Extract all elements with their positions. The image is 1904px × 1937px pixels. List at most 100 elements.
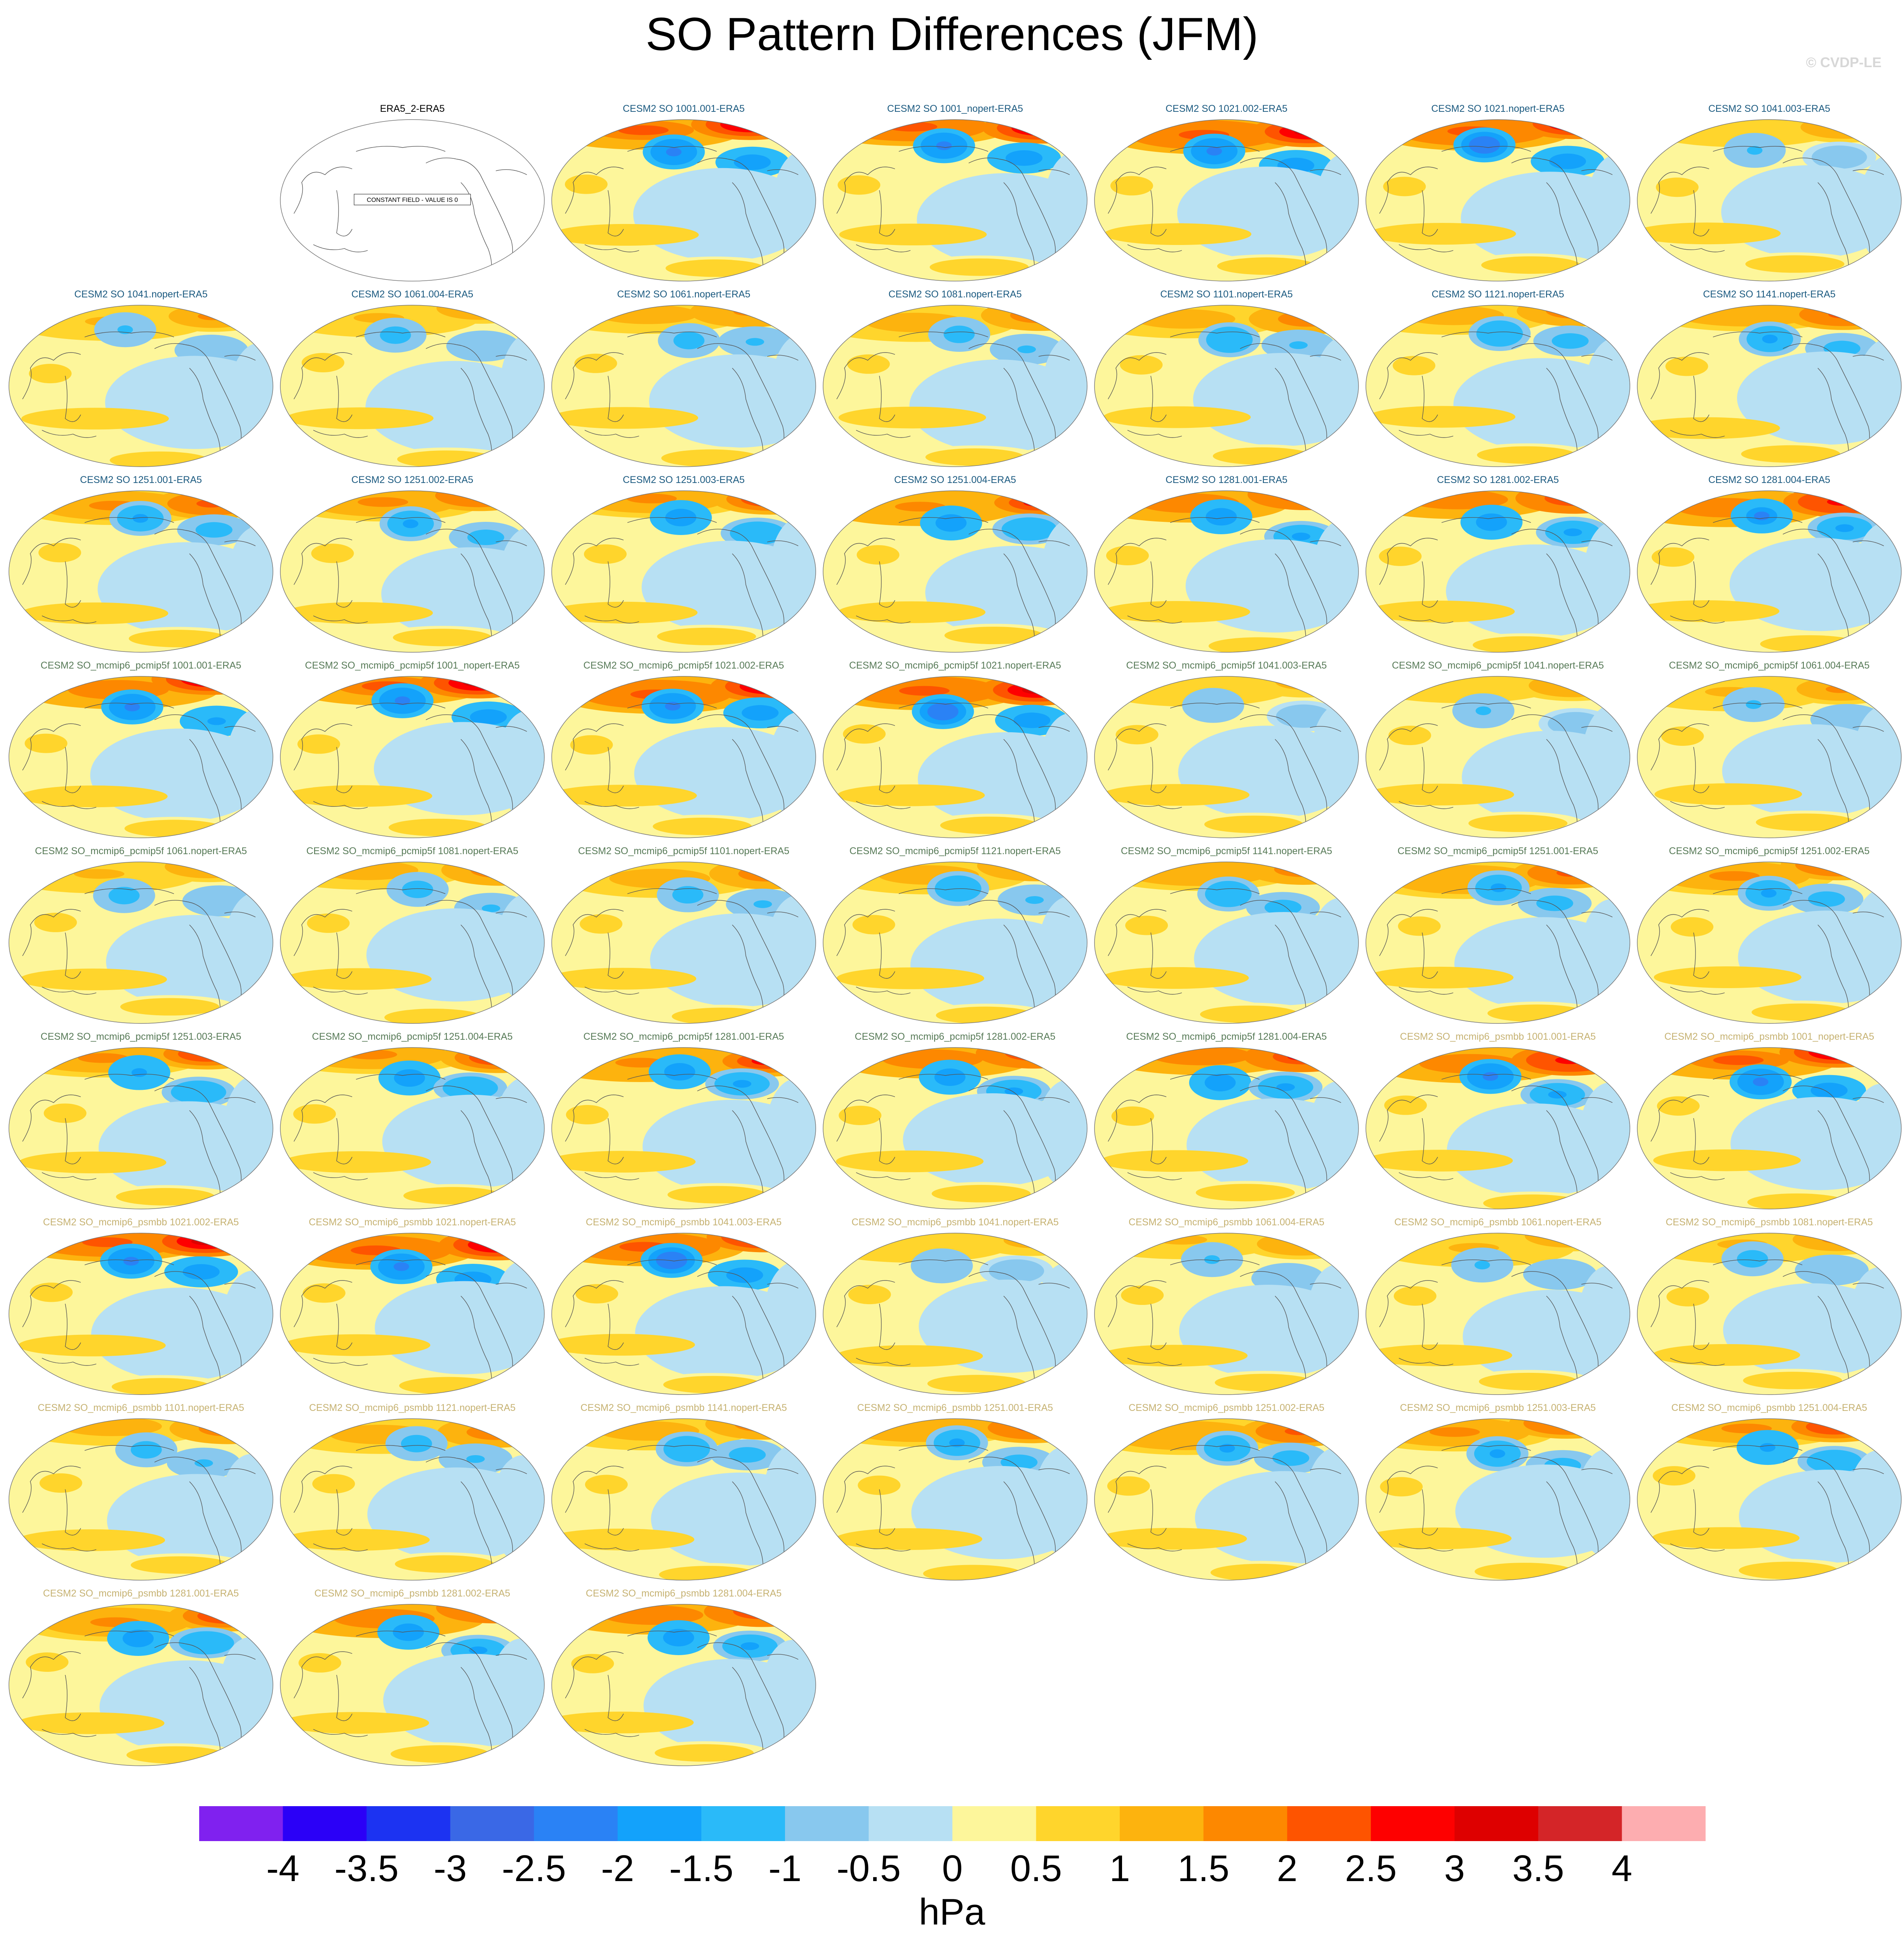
contour-fill	[1879, 380, 1895, 407]
colorbar-tick-label: -2	[601, 1848, 634, 1889]
contour-fill	[787, 1302, 803, 1330]
contour-fill	[1790, 1318, 1835, 1342]
contour-fill	[1262, 1506, 1307, 1530]
coastline-layer	[294, 517, 527, 647]
contour-fill	[1605, 745, 1621, 772]
contour-fill	[449, 1129, 494, 1153]
contour-fill	[1421, 975, 1458, 980]
contour-fill	[1246, 453, 1279, 459]
contour-fill	[469, 1049, 528, 1065]
map-outline	[823, 862, 1088, 1024]
contour-fill	[1130, 360, 1152, 370]
field	[9, 676, 273, 838]
contour-fill	[162, 1233, 250, 1253]
contour-fill	[1676, 361, 1697, 371]
coastline	[732, 739, 763, 833]
coastline	[565, 538, 624, 585]
map-plot	[1365, 862, 1630, 1024]
coastline	[1713, 888, 1803, 894]
field	[1366, 1233, 1630, 1395]
colorbar	[199, 1806, 1706, 1841]
contour-fill	[1004, 1087, 1023, 1095]
panel-title: CESM2 SO_mcmip6_psmbb 1251.003-ERA5	[1400, 1402, 1596, 1413]
field	[280, 676, 544, 838]
map-plot	[551, 1604, 816, 1766]
contour-fill	[1057, 1487, 1073, 1515]
coastline	[697, 158, 785, 268]
coastline	[1150, 1303, 1167, 1350]
coastline-layer	[836, 331, 1070, 462]
map-plot	[1365, 305, 1630, 467]
contour-fill	[189, 1088, 208, 1096]
contour-fill	[192, 1050, 222, 1058]
contour-fill	[1023, 716, 1041, 724]
map-outline	[823, 676, 1088, 838]
coastline	[879, 1303, 895, 1350]
contour-fill	[450, 1689, 495, 1712]
contour-fill	[596, 1480, 617, 1490]
coastline	[1511, 1086, 1599, 1196]
contour-fill	[1789, 759, 1834, 783]
coastline	[495, 726, 527, 732]
field	[552, 862, 816, 1023]
contour-fill	[894, 415, 931, 420]
coastline	[1150, 375, 1167, 422]
map-outline	[1637, 1233, 1902, 1395]
contour-fill	[1002, 1420, 1061, 1436]
contour-fill	[1607, 561, 1623, 589]
coastline	[1693, 747, 1709, 793]
contour-fill	[36, 1657, 58, 1667]
contour-fill	[1772, 1567, 1805, 1574]
contour-fill	[1160, 1430, 1211, 1440]
contour-fill	[452, 1420, 540, 1444]
contour-fill	[1289, 865, 1318, 873]
contour-fill	[1797, 1132, 1842, 1155]
coastline	[1108, 909, 1167, 956]
coastline	[22, 1466, 81, 1513]
field	[9, 305, 273, 467]
contour-fill	[726, 491, 814, 511]
panel-title: CESM2 SO_mcmip6_psmbb 1041.nopert-ERA5	[851, 1217, 1059, 1228]
coastline	[22, 538, 81, 585]
panel-title: CESM2 SO_mcmip6_pcmip5f 1251.002-ERA5	[1669, 846, 1870, 856]
contour-fill	[1329, 1305, 1345, 1332]
contour-fill	[753, 870, 782, 878]
coastline	[697, 1271, 785, 1382]
coastline	[1038, 355, 1070, 361]
contour-fill	[733, 1080, 752, 1088]
colorbar-tick-label: -4	[266, 1848, 300, 1889]
coastline	[968, 1271, 1056, 1382]
contour-fill	[606, 415, 643, 421]
coastline	[1650, 1280, 1709, 1327]
map-outline	[1637, 1047, 1902, 1209]
contour-fill	[1796, 573, 1841, 596]
coastline	[294, 723, 353, 771]
contour-fill	[1824, 862, 1854, 869]
map-panel: CESM2 SO 1001_nopert-ERA5	[821, 102, 1089, 284]
contour-fill	[1508, 1569, 1541, 1575]
coastline	[1310, 169, 1341, 175]
coastline	[22, 1094, 81, 1142]
contour-fill	[1420, 1352, 1457, 1358]
field	[1094, 1419, 1359, 1580]
coastline	[224, 540, 256, 546]
contour-fill	[177, 1233, 235, 1249]
coastline-layer	[1379, 517, 1613, 647]
coastline	[1441, 888, 1531, 894]
coastline	[697, 529, 785, 639]
contour-fill	[450, 491, 508, 504]
map-outline	[280, 305, 545, 467]
coastline	[154, 1086, 242, 1196]
coastline	[356, 702, 446, 709]
contour-fill	[124, 702, 140, 712]
contour-fill	[476, 533, 495, 542]
contour-fill	[724, 862, 811, 886]
contour-fill	[1334, 744, 1350, 771]
contour-fill	[1291, 491, 1320, 499]
map-plot: CONSTANT FIELD - VALUE IS 0	[280, 119, 545, 281]
contour-fill	[1876, 746, 1892, 774]
contour-fill	[1228, 1190, 1262, 1196]
contour-fill	[164, 577, 209, 601]
field	[552, 1419, 816, 1580]
map-outline	[1094, 490, 1359, 653]
